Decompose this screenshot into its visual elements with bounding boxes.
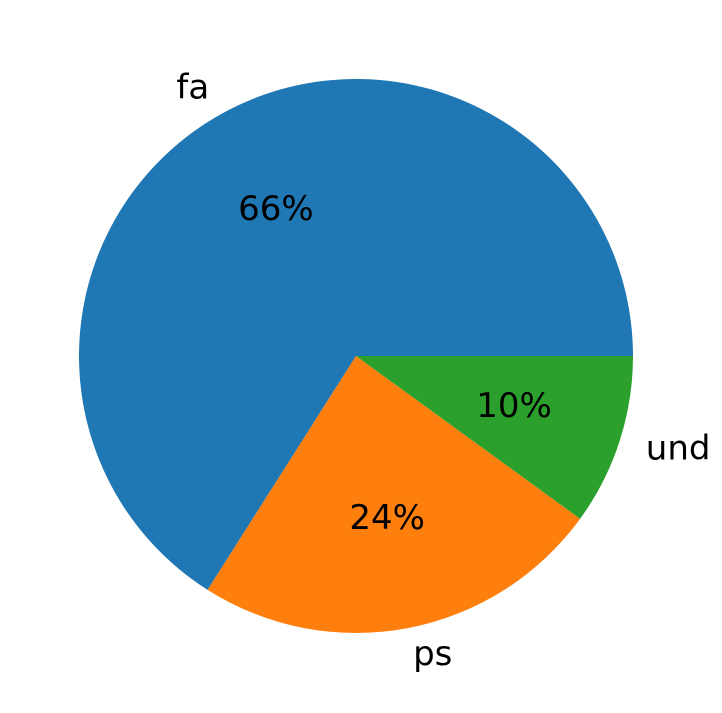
category-label: und [646, 429, 711, 469]
pie-wedge [78, 79, 633, 590]
pie-wedge [356, 356, 633, 519]
value-label: 10% [476, 386, 552, 426]
pie-wedge [207, 356, 581, 634]
category-label: fa [176, 67, 209, 107]
value-label: 24% [349, 498, 425, 538]
value-label: 66% [238, 189, 314, 229]
category-label: ps [413, 634, 452, 674]
